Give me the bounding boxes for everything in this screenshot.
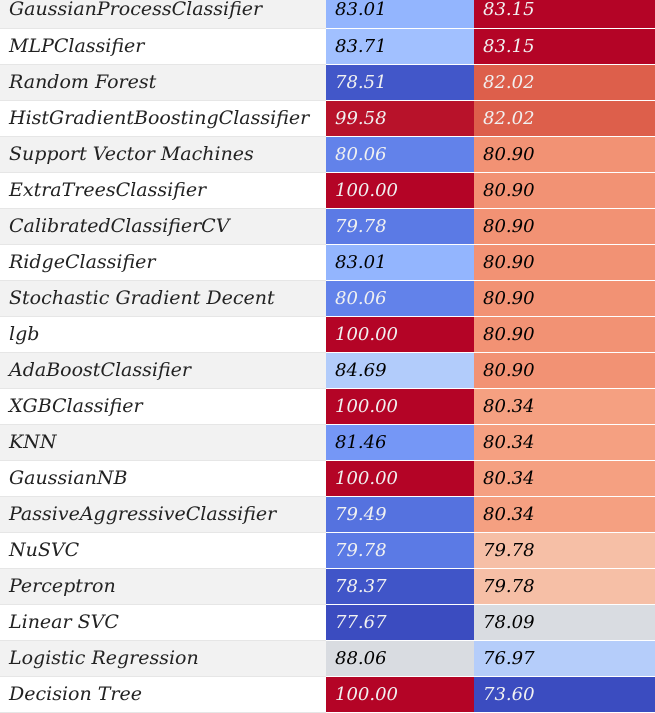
model-name-cell: NuSVC xyxy=(0,532,326,569)
model-name-cell: CalibratedClassifierCV xyxy=(0,208,326,245)
table-row: NuSVC 79.78 79.78 xyxy=(0,532,655,569)
test-score-cell: 80.90 xyxy=(474,316,655,353)
model-name-cell: XGBClassifier xyxy=(0,388,326,425)
table-row: Support Vector Machines 80.06 80.90 xyxy=(0,136,655,173)
model-name-cell: Linear SVC xyxy=(0,604,326,641)
test-score-cell: 80.90 xyxy=(474,208,655,245)
train-score-cell: 100.00 xyxy=(326,460,474,497)
test-score-cell: 80.34 xyxy=(474,388,655,425)
table-row: Stochastic Gradient Decent 80.06 80.90 xyxy=(0,280,655,317)
table-row: GaussianNB 100.00 80.34 xyxy=(0,460,655,497)
train-score-cell: 99.58 xyxy=(326,100,474,137)
table-row: Random Forest 78.51 82.02 xyxy=(0,64,655,101)
train-score-cell: 88.06 xyxy=(326,640,474,677)
test-score-cell: 80.90 xyxy=(474,136,655,173)
train-score-cell: 79.49 xyxy=(326,496,474,533)
test-score-cell: 79.78 xyxy=(474,532,655,569)
table-row: CalibratedClassifierCV 79.78 80.90 xyxy=(0,208,655,245)
table-row: MLPClassifier 83.71 83.15 xyxy=(0,28,655,65)
test-score-cell: 80.34 xyxy=(474,424,655,461)
table-row: GaussianProcessClassifier 83.01 83.15 xyxy=(0,0,655,29)
model-name-cell: Decision Tree xyxy=(0,676,326,713)
model-name-cell: GaussianNB xyxy=(0,460,326,497)
train-score-cell: 100.00 xyxy=(326,316,474,353)
table-row: Perceptron 78.37 79.78 xyxy=(0,568,655,605)
train-score-cell: 79.78 xyxy=(326,208,474,245)
table-row: Decision Tree 100.00 73.60 xyxy=(0,676,655,713)
train-score-cell: 100.00 xyxy=(326,172,474,209)
model-name-cell: ExtraTreesClassifier xyxy=(0,172,326,209)
table-row: KNN 81.46 80.34 xyxy=(0,424,655,461)
train-score-cell: 79.78 xyxy=(326,532,474,569)
train-score-cell: 80.06 xyxy=(326,280,474,317)
test-score-cell: 79.78 xyxy=(474,568,655,605)
model-name-cell: Logistic Regression xyxy=(0,640,326,677)
model-name-cell: GaussianProcessClassifier xyxy=(0,0,326,29)
model-name-cell: MLPClassifier xyxy=(0,28,326,65)
test-score-cell: 83.15 xyxy=(474,28,655,65)
model-name-cell: Stochastic Gradient Decent xyxy=(0,280,326,317)
train-score-cell: 83.01 xyxy=(326,244,474,281)
test-score-cell: 78.09 xyxy=(474,604,655,641)
train-score-cell: 77.67 xyxy=(326,604,474,641)
table-row: AdaBoostClassifier 84.69 80.90 xyxy=(0,352,655,389)
test-score-cell: 82.02 xyxy=(474,100,655,137)
model-name-cell: AdaBoostClassifier xyxy=(0,352,326,389)
model-name-cell: RidgeClassifier xyxy=(0,244,326,281)
train-score-cell: 78.37 xyxy=(326,568,474,605)
train-score-cell: 83.01 xyxy=(326,0,474,29)
train-score-cell: 83.71 xyxy=(326,28,474,65)
train-score-cell: 78.51 xyxy=(326,64,474,101)
model-name-cell: KNN xyxy=(0,424,326,461)
train-score-cell: 84.69 xyxy=(326,352,474,389)
table-row: HistGradientBoostingClassifier 99.58 82.02 xyxy=(0,100,655,137)
test-score-cell: 80.90 xyxy=(474,172,655,209)
test-score-cell: 80.90 xyxy=(474,352,655,389)
model-name-cell: lgb xyxy=(0,316,326,353)
test-score-cell: 80.90 xyxy=(474,244,655,281)
train-score-cell: 100.00 xyxy=(326,676,474,713)
test-score-cell: 80.34 xyxy=(474,460,655,497)
table-row: lgb 100.00 80.90 xyxy=(0,316,655,353)
table-row: Linear SVC 77.67 78.09 xyxy=(0,604,655,641)
test-score-cell: 73.60 xyxy=(474,676,655,713)
model-name-cell: HistGradientBoostingClassifier xyxy=(0,100,326,137)
table-row: PassiveAggressiveClassifier 79.49 80.34 xyxy=(0,496,655,533)
test-score-cell: 80.34 xyxy=(474,496,655,533)
test-score-cell: 83.15 xyxy=(474,0,655,29)
model-name-cell: Random Forest xyxy=(0,64,326,101)
train-score-cell: 100.00 xyxy=(326,388,474,425)
test-score-cell: 80.90 xyxy=(474,280,655,317)
test-score-cell: 82.02 xyxy=(474,64,655,101)
table-row: Logistic Regression 88.06 76.97 xyxy=(0,640,655,677)
model-name-cell: Perceptron xyxy=(0,568,326,605)
model-name-cell: Support Vector Machines xyxy=(0,136,326,173)
model-name-cell: PassiveAggressiveClassifier xyxy=(0,496,326,533)
train-score-cell: 81.46 xyxy=(326,424,474,461)
table-row: XGBClassifier 100.00 80.34 xyxy=(0,388,655,425)
table-row: RidgeClassifier 83.01 80.90 xyxy=(0,244,655,281)
train-score-cell: 80.06 xyxy=(326,136,474,173)
test-score-cell: 76.97 xyxy=(474,640,655,677)
table-row: ExtraTreesClassifier 100.00 80.90 xyxy=(0,172,655,209)
